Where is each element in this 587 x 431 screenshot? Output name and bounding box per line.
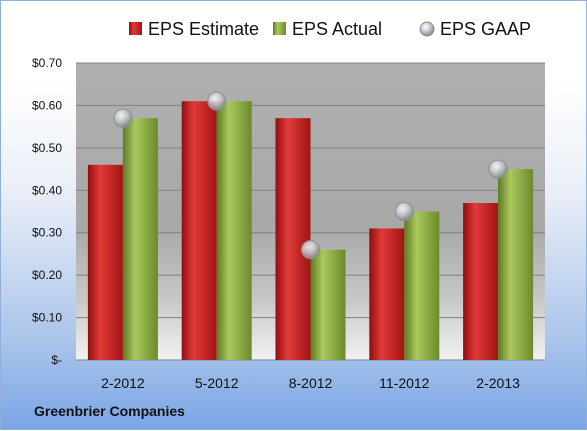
legend: EPS Estimate EPS Actual EPS GAAP (129, 19, 531, 39)
bar-eps-actual (122, 118, 158, 361)
bar-eps-estimate (87, 164, 123, 360)
legend-swatch (273, 22, 286, 35)
x-tick-label: 2-2013 (476, 375, 520, 391)
y-tick-label: $0.70 (32, 56, 62, 70)
y-tick-label: $0.40 (32, 183, 62, 197)
legend-swatch (419, 21, 435, 37)
x-tick-label: 11-2012 (379, 375, 430, 391)
bar-eps-actual (216, 101, 252, 360)
axis-layer: $- $0.10 $0.20 $0.30 $0.40 $0.50 $0.60 $0.70 2-2… (32, 56, 520, 391)
y-tick-label: $0.60 (32, 98, 62, 112)
bar-eps-actual (310, 249, 346, 360)
markers-layer (113, 91, 508, 260)
y-tick-label: $0.50 (32, 141, 62, 155)
bar-eps-actual (498, 169, 534, 360)
marker-eps-gaap (488, 159, 508, 179)
bar-eps-estimate (275, 118, 311, 361)
y-tick-label: $0.10 (32, 311, 62, 325)
bar-eps-estimate (181, 101, 217, 360)
bar-eps-estimate (369, 228, 405, 360)
y-tick-label: $0.30 (32, 226, 62, 240)
x-tick-label: 8-2012 (289, 375, 333, 391)
bars-layer (87, 101, 534, 361)
marker-eps-gaap (113, 108, 133, 128)
legend-label: EPS Actual (292, 19, 382, 39)
legend-label: EPS GAAP (440, 19, 531, 39)
legend-swatch (129, 22, 142, 35)
x-tick-label: 2-2012 (101, 375, 145, 391)
x-tick-label: 5-2012 (195, 375, 239, 391)
bar-eps-actual (404, 211, 440, 360)
company-name: Greenbrier Companies (34, 403, 185, 419)
marker-eps-gaap (207, 91, 227, 111)
y-tick-label: $- (51, 353, 62, 367)
legend-label: EPS Estimate (148, 19, 259, 39)
y-tick-label: $0.20 (32, 268, 62, 282)
marker-eps-gaap (301, 240, 320, 260)
bar-eps-estimate (463, 203, 499, 360)
marker-eps-gaap (394, 202, 414, 221)
